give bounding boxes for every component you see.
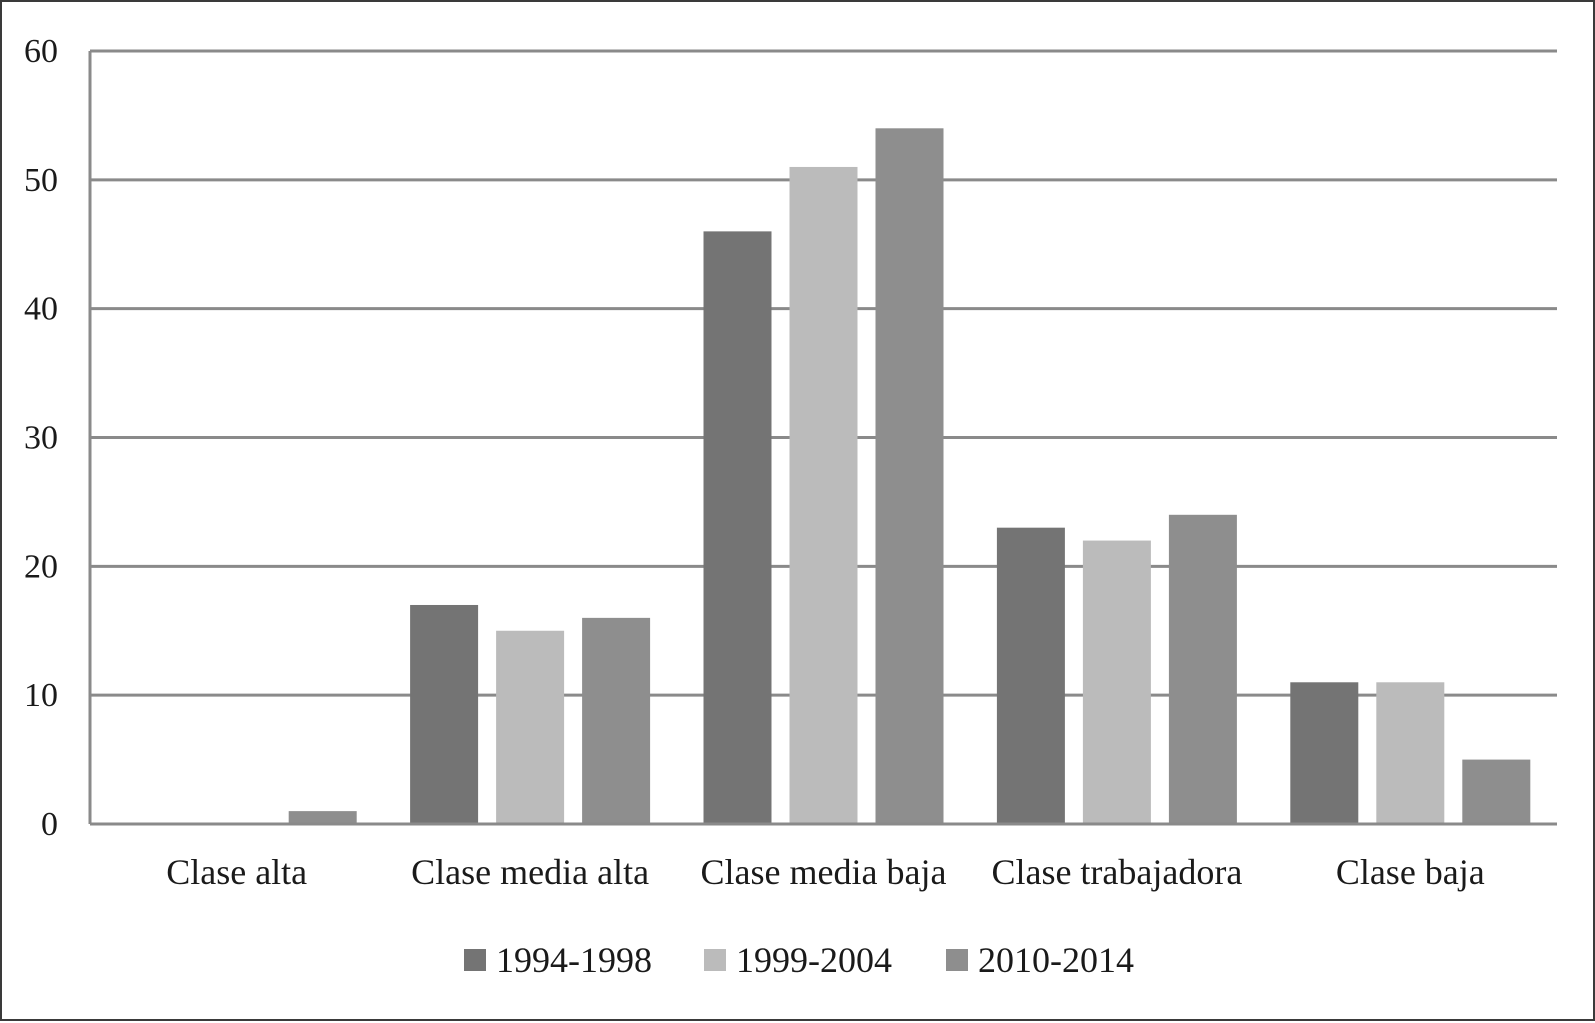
bar-1999-2004-3 — [1082, 540, 1151, 824]
bar-1994-1998-4 — [1290, 682, 1359, 824]
legend-swatch-2010-2014 — [946, 949, 968, 971]
x-category-label: Clase media baja — [701, 852, 947, 892]
bar-1999-2004-4 — [1376, 682, 1445, 824]
y-tick-label: 40 — [24, 291, 58, 328]
bar-2010-2014-4 — [1462, 759, 1531, 824]
x-category-label: Clase baja — [1336, 852, 1485, 892]
bar-1994-1998-2 — [703, 231, 772, 824]
y-tick-label: 30 — [24, 420, 58, 457]
legend-swatch-1999-2004 — [704, 949, 726, 971]
y-tick-label: 50 — [24, 162, 58, 199]
bar-2010-2014-2 — [875, 128, 944, 825]
x-category-labels: Clase alta Clase media alta Clase media ba… — [166, 852, 1485, 892]
y-tick-label: 0 — [41, 806, 58, 843]
bar-1999-2004-1 — [496, 630, 565, 824]
bar-1994-1998-1 — [410, 604, 479, 824]
y-tick-labels: 0 10 20 30 40 50 60 — [24, 33, 58, 843]
bar-1994-1998-3 — [996, 527, 1065, 824]
bar-2010-2014-0 — [288, 811, 357, 824]
y-tick-label: 10 — [24, 677, 58, 714]
legend-swatch-1994-1998 — [464, 949, 486, 971]
bar-1999-2004-2 — [789, 166, 858, 824]
y-tick-label: 60 — [24, 33, 58, 70]
legend-label: 2010-2014 — [978, 940, 1134, 980]
bar-2010-2014-1 — [582, 617, 651, 824]
legend-label: 1999-2004 — [736, 940, 892, 980]
x-category-label: Clase alta — [166, 852, 307, 892]
x-category-label: Clase trabajadora — [991, 852, 1242, 892]
legend: 1994-1998 1999-2004 2010-2014 — [464, 940, 1134, 980]
legend-label: 1994-1998 — [496, 940, 652, 980]
bars — [288, 128, 1531, 825]
bar-2010-2014-3 — [1168, 514, 1237, 824]
x-category-label: Clase media alta — [411, 852, 649, 892]
y-tick-label: 20 — [24, 548, 58, 585]
axes — [88, 51, 1557, 826]
